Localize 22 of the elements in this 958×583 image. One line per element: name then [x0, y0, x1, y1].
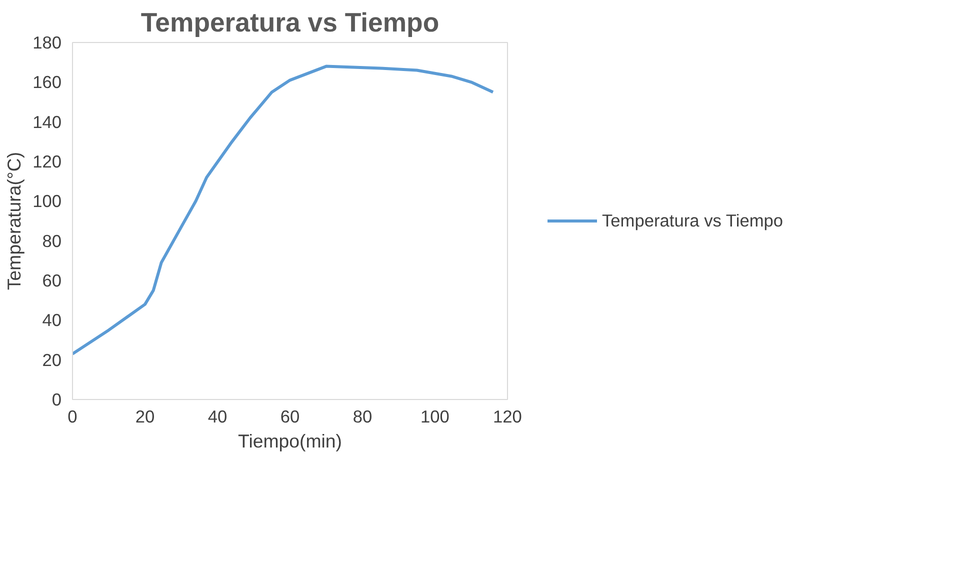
- y-tick-label: 100: [32, 191, 62, 212]
- y-tick-label: 80: [42, 230, 62, 251]
- x-tick-label: 120: [493, 406, 522, 426]
- x-tick-label: 40: [208, 406, 228, 426]
- x-axis-title: Tiempo(min): [238, 430, 342, 452]
- x-tick-label: 60: [280, 406, 300, 426]
- chart-title: Temperatura vs Tiempo: [140, 8, 440, 38]
- y-tick-label: 160: [32, 72, 62, 92]
- x-tick-label: 80: [352, 406, 372, 426]
- y-tick-label: 140: [32, 112, 62, 132]
- y-axis-title: Temperatura(°C): [4, 152, 25, 290]
- x-tick-label: 20: [135, 406, 155, 426]
- y-tick-label: 40: [42, 310, 62, 330]
- legend-label: Temperatura vs Tiempo: [602, 210, 784, 231]
- y-tick-label: 120: [32, 152, 62, 172]
- line-series: [72, 64, 494, 356]
- y-tick-label: 180: [32, 32, 62, 52]
- x-tick-label: 0: [68, 406, 78, 426]
- x-tick-label: 100: [420, 406, 450, 426]
- y-tick-label: 60: [42, 270, 62, 290]
- y-tick-label: 20: [42, 350, 62, 370]
- y-tick-label: 0: [52, 390, 62, 410]
